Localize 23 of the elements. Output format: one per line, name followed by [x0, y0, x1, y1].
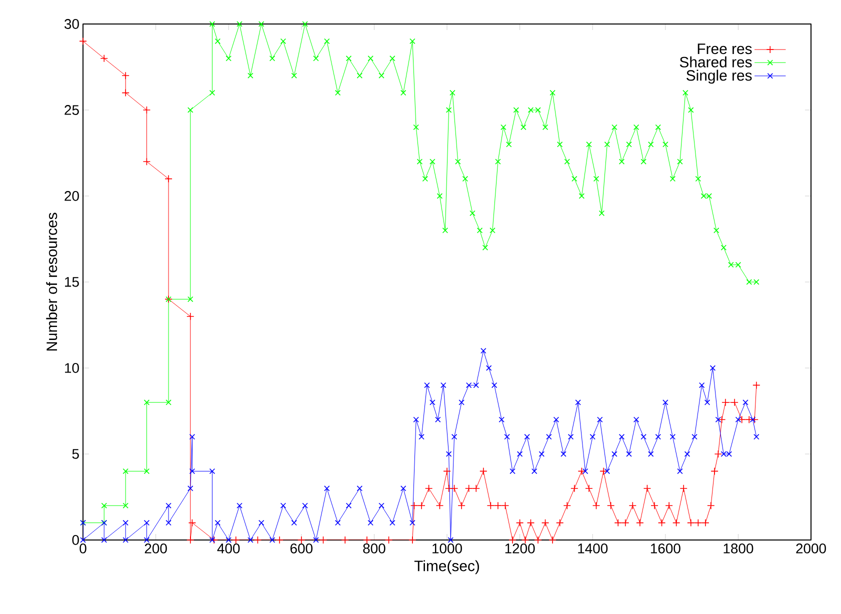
y-tick-label: 25 — [64, 105, 79, 115]
legend-label: Free res — [698, 44, 752, 54]
legend-label: Shared res — [680, 56, 752, 68]
x-tick-label: 1000 — [432, 544, 462, 554]
y-tick-label: 30 — [64, 19, 79, 29]
x-tick-label: 1600 — [650, 544, 680, 554]
x-tick-label: 2000 — [796, 544, 826, 554]
x-tick-label: 800 — [363, 544, 386, 554]
x-tick-label: 1400 — [578, 544, 608, 554]
y-tick-label: 0 — [72, 535, 79, 545]
x-axis-title: Time(sec) — [414, 560, 479, 574]
y-axis-title: Number of resources — [46, 212, 58, 351]
x-tick-label: 200 — [144, 544, 167, 554]
y-tick-label: 20 — [64, 191, 79, 201]
y-tick-label: 10 — [65, 363, 79, 373]
x-tick-label: 0 — [80, 544, 86, 554]
x-tick-label: 1200 — [505, 544, 535, 554]
x-tick-label: 400 — [217, 544, 240, 554]
legend-label: Single res — [686, 70, 752, 84]
y-tick-label: 15 — [65, 277, 79, 287]
x-tick-label: 600 — [290, 544, 312, 554]
y-tick-label: 5 — [72, 449, 79, 459]
x-tick-label: 1800 — [724, 544, 754, 554]
